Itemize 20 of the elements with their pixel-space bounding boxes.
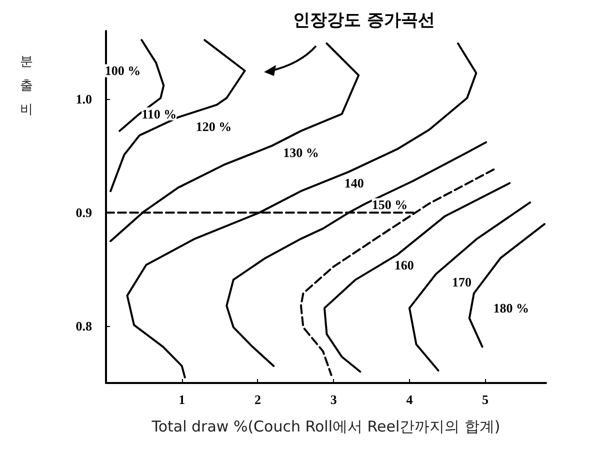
x-axis-title: Total draw %(Couch Roll에서 Reel간까지의 합계) (150, 418, 500, 436)
annotation: 180 % (493, 300, 529, 316)
annotation: 120 % (196, 118, 232, 134)
annotation: 170 (452, 274, 472, 290)
x-tick-label: 1 (178, 392, 186, 407)
annotation: 130 % (283, 144, 319, 160)
annotation: 160 (394, 257, 414, 272)
x-tick-label: 4 (406, 392, 414, 407)
y-axis-title: 분출비 (20, 54, 33, 118)
chart-title: 인장강도 증가곡선 (293, 10, 435, 30)
x-tick-label: 2 (254, 392, 261, 407)
annotation: 100 % (104, 63, 141, 78)
y-tick-label: 0.8 (76, 318, 92, 334)
annotation: 110 % (142, 106, 177, 122)
annotation: 150 % (372, 197, 408, 212)
y-tick-label: 0.9 (76, 205, 92, 220)
x-tick-label: 5 (482, 392, 490, 407)
annotation: 140 (344, 176, 364, 191)
y-tick-label: 1.0 (76, 92, 92, 107)
x-tick-label: 3 (330, 392, 338, 407)
